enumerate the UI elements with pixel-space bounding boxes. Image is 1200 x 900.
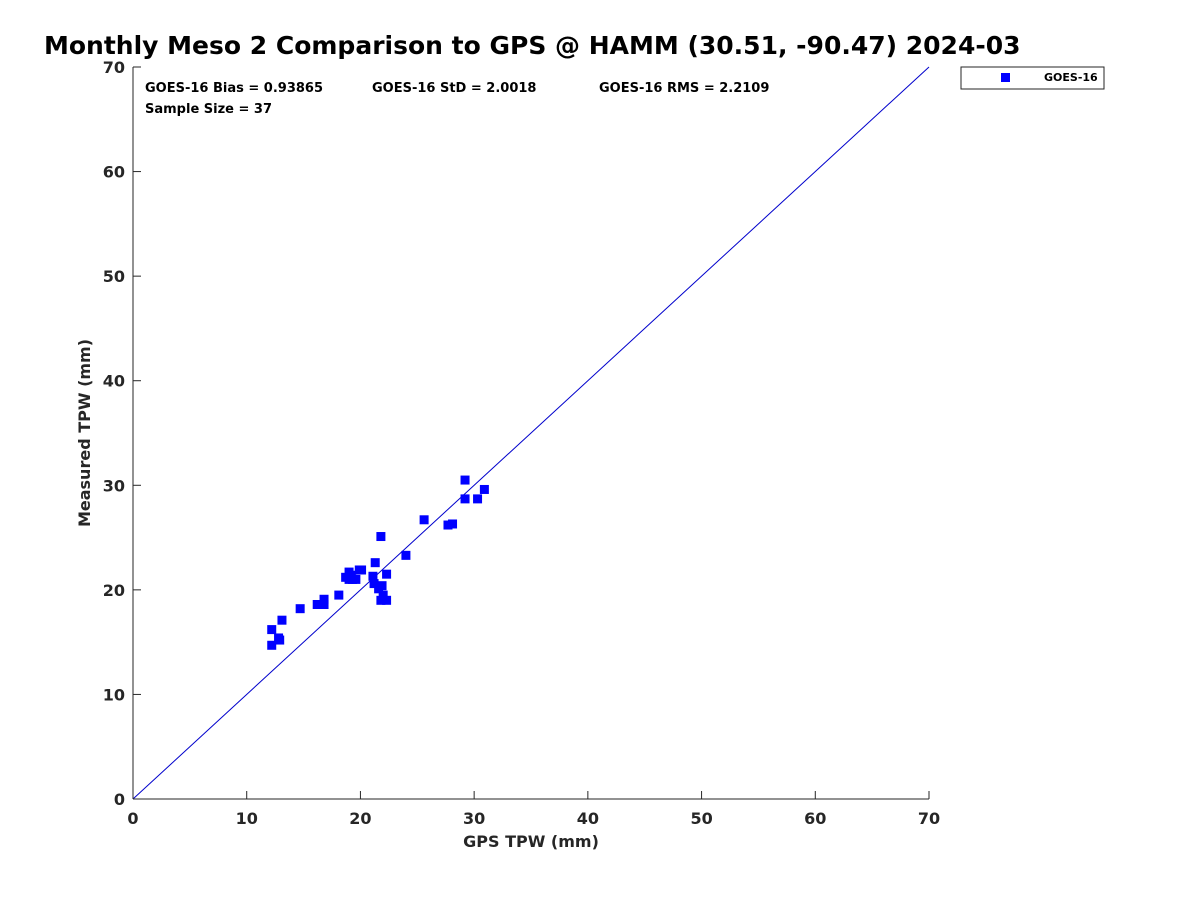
x-tick-label: 60 xyxy=(804,809,826,828)
y-tick-label: 50 xyxy=(103,267,125,286)
data-points-layer xyxy=(267,475,489,650)
data-point xyxy=(401,550,411,560)
data-point xyxy=(267,640,277,650)
y-ticks: 0 10 20 30 40 50 60 70 xyxy=(103,58,141,809)
data-point xyxy=(460,494,470,504)
y-tick-label: 60 xyxy=(103,163,125,182)
x-tick-label: 50 xyxy=(690,809,712,828)
y-axis-label: Measured TPW (mm) xyxy=(75,339,94,527)
data-point xyxy=(319,599,329,609)
stat-rms: GOES-16 RMS = 2.2109 xyxy=(599,81,769,96)
data-point xyxy=(319,594,329,604)
x-tick-label: 30 xyxy=(463,809,485,828)
legend: GOES-16 xyxy=(960,66,1105,90)
legend-marker-goes16 xyxy=(1001,73,1010,82)
data-point xyxy=(378,590,388,600)
x-tick-label: 40 xyxy=(577,809,599,828)
data-point xyxy=(382,569,392,579)
x-tick-label: 70 xyxy=(918,809,940,828)
data-point xyxy=(460,475,470,485)
legend-label-goes16: GOES-16 xyxy=(1044,71,1098,84)
data-point xyxy=(473,494,483,504)
data-point xyxy=(275,635,285,645)
chart-title: Monthly Meso 2 Comparison to GPS @ HAMM … xyxy=(44,31,1021,60)
data-point xyxy=(351,574,361,584)
y-tick-label: 70 xyxy=(103,58,125,77)
y-tick-label: 0 xyxy=(114,790,125,809)
one-to-one-line xyxy=(132,66,930,800)
data-point xyxy=(382,595,392,605)
data-point xyxy=(295,604,305,614)
stat-bias: GOES-16 Bias = 0.93865 xyxy=(145,81,323,96)
data-point xyxy=(334,590,344,600)
data-point xyxy=(370,558,380,568)
data-point xyxy=(312,599,322,609)
x-tick-label: 10 xyxy=(236,809,258,828)
data-point xyxy=(357,565,367,575)
y-tick-label: 40 xyxy=(103,372,125,391)
data-point xyxy=(377,581,387,591)
data-point xyxy=(443,520,453,530)
data-point xyxy=(369,579,379,589)
data-point xyxy=(448,519,458,529)
data-point xyxy=(277,615,287,625)
legend-box xyxy=(960,66,1105,90)
x-tick-label: 0 xyxy=(127,809,138,828)
x-ticks: 0 10 20 30 40 50 60 70 xyxy=(127,791,940,828)
y-tick-label: 10 xyxy=(103,685,125,704)
reference-line-layer xyxy=(132,66,930,800)
data-point xyxy=(267,625,277,635)
data-point xyxy=(346,570,356,580)
y-tick-label: 20 xyxy=(103,581,125,600)
x-axis-label: GPS TPW (mm) xyxy=(463,832,599,851)
plot-area: 0 10 20 30 40 50 60 70 0 10 20 30 40 50 60 70 xyxy=(103,58,940,828)
y-tick-label: 30 xyxy=(103,476,125,495)
data-point xyxy=(376,595,386,605)
data-point xyxy=(479,484,489,494)
data-point xyxy=(419,515,429,525)
x-tick-label: 20 xyxy=(349,809,371,828)
data-point xyxy=(376,532,386,542)
stat-sample-size: Sample Size = 37 xyxy=(145,102,272,117)
data-point xyxy=(368,571,378,581)
stat-std: GOES-16 StD = 2.0018 xyxy=(372,81,536,96)
